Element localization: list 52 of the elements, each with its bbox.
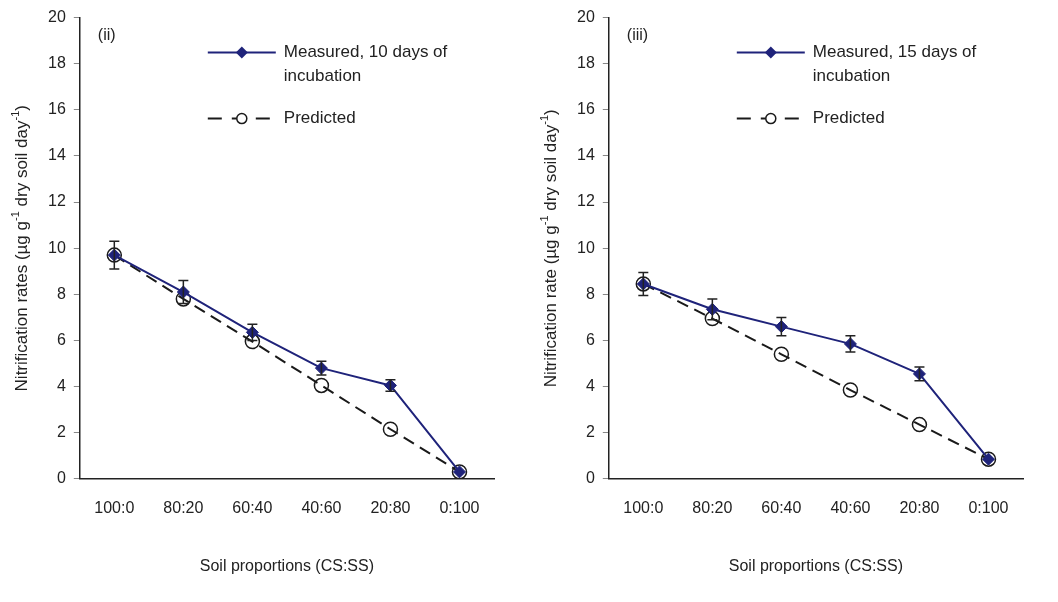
- legend-label: Predicted: [812, 108, 885, 128]
- x-tick-label: 100:0: [623, 498, 664, 516]
- y-tick-label: 0: [585, 469, 595, 487]
- y-tick-label: 0: [56, 469, 66, 487]
- x-tick-label: 20:80: [899, 498, 940, 516]
- x-tick-label: 20:80: [370, 498, 411, 516]
- point: [842, 382, 859, 398]
- y-tick-label: 8: [585, 284, 595, 302]
- x-tick-label: 40:60: [301, 498, 342, 516]
- x-axis-title: Soil proportions (CS:SS): [199, 557, 375, 575]
- x-tick-label: 60:40: [232, 498, 273, 516]
- y-tick-label: 18: [48, 54, 66, 72]
- y-axis-title: Nitrification rates (µg g-1 dry soil day-1): [9, 104, 31, 392]
- y-tick-label: 20: [577, 8, 595, 26]
- y-tick-label: 16: [48, 100, 66, 118]
- legend-label: Predicted: [283, 108, 356, 128]
- x-axis-title: Soil proportions (CS:SS): [728, 557, 904, 575]
- y-tick-label: 12: [577, 192, 595, 210]
- x-tick-label: 100:0: [94, 498, 135, 516]
- x-tick-label: 80:20: [163, 498, 204, 516]
- annotation: (ii): [97, 26, 116, 44]
- point: [773, 346, 790, 363]
- y-tick-label: 10: [577, 238, 595, 256]
- y-tick-label: 14: [577, 146, 595, 164]
- x-tick-label: 80:20: [692, 498, 733, 516]
- y-tick-label: 8: [56, 284, 66, 302]
- y-tick-label: 18: [577, 54, 595, 72]
- legend-label: Measured, 15 days of incubation: [812, 42, 977, 86]
- y-tick-label: 10: [48, 238, 66, 256]
- y-tick-label: 2: [56, 423, 66, 441]
- x-tick-label: 40:60: [830, 498, 871, 516]
- legend-label: Measured, 10 days of incubation: [283, 42, 448, 86]
- y-tick-label: 6: [585, 330, 595, 348]
- y-tick-label: 12: [48, 192, 66, 210]
- y-tick-label: 2: [585, 423, 595, 441]
- y-tick-label: 20: [48, 8, 66, 26]
- annotation: (iii): [626, 26, 649, 44]
- point: [175, 291, 192, 307]
- y-tick-label: 4: [56, 376, 66, 394]
- x-tick-label: 60:40: [761, 498, 802, 516]
- y-tick-label: 4: [585, 376, 595, 394]
- point: [382, 421, 399, 437]
- point: [244, 333, 261, 350]
- y-tick-label: 16: [577, 100, 595, 118]
- point: [704, 310, 721, 327]
- x-tick-label: 0:100: [439, 498, 480, 516]
- y-axis-title: Nitrification rate (µg g-1 dry soil day-1): [538, 109, 560, 388]
- x-tick-label: 0:100: [968, 498, 1009, 516]
- point: [313, 377, 330, 394]
- y-tick-label: 6: [56, 330, 66, 348]
- point: [911, 416, 928, 433]
- y-tick-label: 14: [48, 146, 66, 164]
